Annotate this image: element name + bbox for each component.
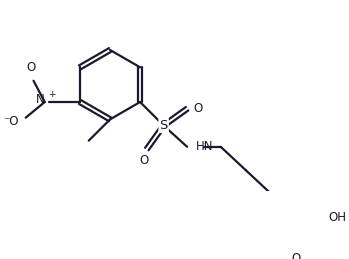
Text: O: O: [26, 61, 35, 74]
Text: O: O: [139, 154, 149, 167]
Text: +: +: [48, 90, 55, 99]
Text: O: O: [292, 252, 301, 259]
Text: OH: OH: [328, 211, 346, 224]
Text: S: S: [159, 119, 168, 132]
Text: N: N: [36, 93, 45, 106]
Text: HN: HN: [195, 140, 213, 153]
Text: ⁻O: ⁻O: [3, 114, 19, 127]
Text: O: O: [194, 102, 203, 115]
